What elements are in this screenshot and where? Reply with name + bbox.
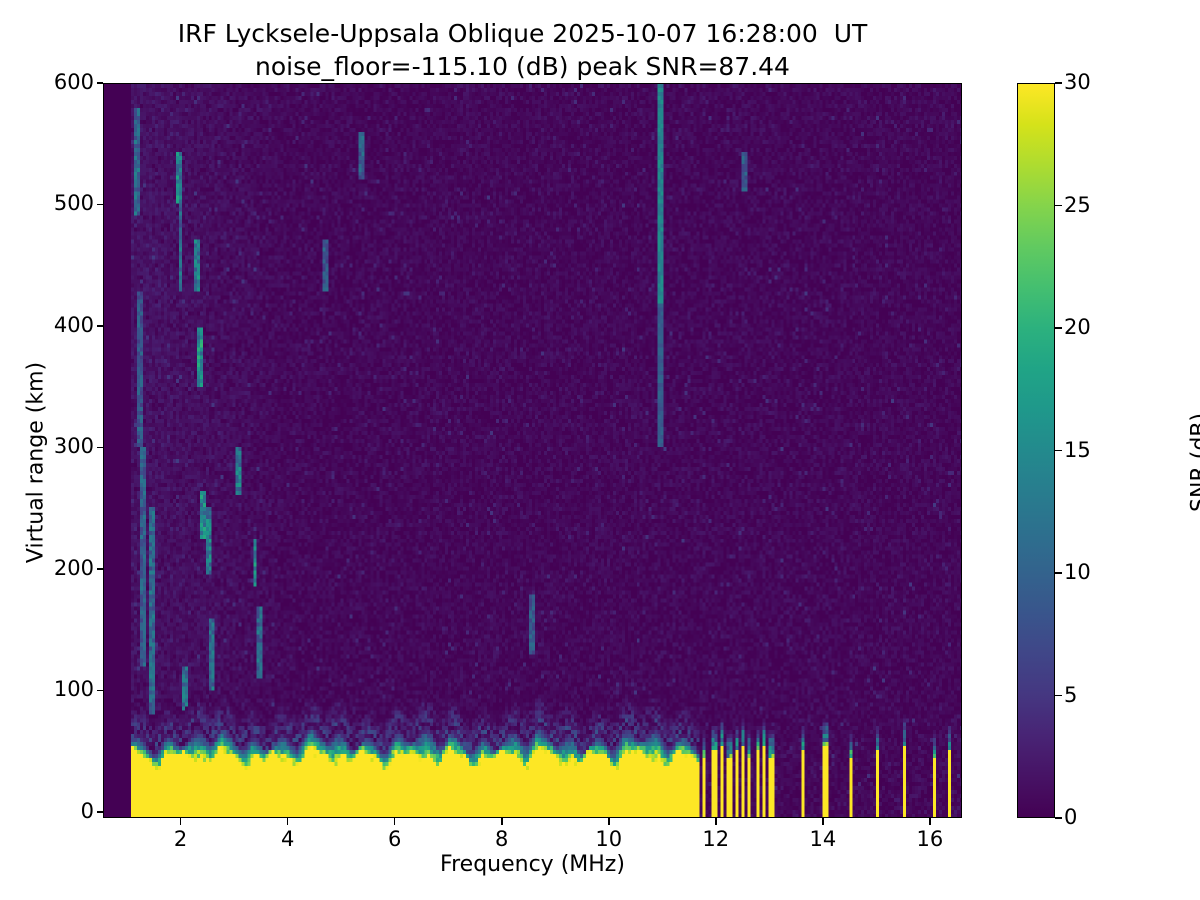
ionogram-heatmap — [104, 84, 961, 817]
y-tick-label: 0 — [80, 798, 94, 823]
colorbar-label: SNR (dB) — [1187, 413, 1200, 512]
x-tick-mark — [822, 818, 824, 825]
y-axis-ticks: 0 100 200 300 400 500 600 — [0, 70, 103, 823]
y-tick-label: 100 — [53, 677, 94, 702]
colorbar-tick-mark — [1055, 817, 1062, 819]
colorbar-tick-mark — [1055, 82, 1062, 84]
y-tick-mark — [96, 568, 103, 570]
colorbar-tick-label: 10 — [1064, 560, 1091, 584]
y-tick-mark — [96, 446, 103, 449]
x-tick-label: 4 — [280, 827, 295, 851]
x-tick-label: 8 — [495, 827, 509, 851]
y-axis-label: Virtual range (km) — [23, 361, 49, 564]
x-tick-mark — [607, 818, 610, 825]
x-tick-label: 6 — [387, 827, 402, 851]
colorbar-tick-label: 25 — [1064, 192, 1091, 217]
colorbar-tick-mark — [1055, 449, 1062, 452]
y-tick-label: 400 — [53, 312, 94, 337]
title-line-1: IRF Lycksele-Uppsala Oblique 2025-10-07 … — [177, 19, 868, 48]
plot-area — [103, 83, 962, 818]
colorbar-tick-mark — [1055, 572, 1062, 574]
x-tick-mark — [393, 818, 396, 825]
colorbar-gradient — [1018, 84, 1054, 817]
x-tick-label: 12 — [702, 827, 730, 851]
colorbar-ticks: 0 5 10 15 20 25 30 — [1055, 70, 1145, 829]
y-tick-mark — [96, 82, 103, 84]
colorbar-tick-mark — [1055, 694, 1062, 697]
colorbar-tick-mark — [1055, 327, 1062, 329]
x-tick-label: 10 — [595, 827, 623, 851]
y-tick-label: 300 — [53, 434, 94, 459]
x-tick-label: 2 — [173, 827, 188, 851]
colorbar-tick-label: 0 — [1064, 805, 1078, 829]
x-tick-mark — [179, 818, 182, 825]
y-tick-label: 500 — [53, 191, 94, 216]
x-tick-mark — [715, 818, 717, 825]
x-axis-ticks: 2 4 6 8 10 12 14 16 — [103, 818, 962, 878]
figure-title: IRF Lycksele-Uppsala Oblique 2025-10-07 … — [0, 18, 1045, 83]
y-tick-mark — [96, 203, 103, 206]
x-tick-mark — [929, 818, 931, 825]
colorbar-tick-label: 5 — [1064, 682, 1078, 707]
y-tick-mark — [96, 325, 103, 327]
colorbar-tick-mark — [1055, 204, 1062, 207]
y-tick-label: 200 — [53, 555, 94, 580]
colorbar-tick-label: 30 — [1064, 70, 1091, 94]
x-tick-label: 16 — [916, 827, 944, 851]
colorbar-tick-label: 20 — [1064, 315, 1091, 339]
x-tick-mark — [286, 818, 289, 825]
x-tick-label: 14 — [809, 827, 837, 851]
y-tick-mark — [96, 811, 103, 813]
x-tick-mark — [500, 818, 503, 825]
y-tick-label: 600 — [53, 70, 94, 94]
colorbar-tick-label: 15 — [1064, 437, 1091, 462]
colorbar — [1017, 83, 1055, 818]
y-tick-mark — [96, 689, 103, 692]
x-axis-label: Frequency (MHz) — [440, 852, 625, 877]
title-line-2: noise_floor=-115.10 (dB) peak SNR=87.44 — [255, 51, 790, 81]
